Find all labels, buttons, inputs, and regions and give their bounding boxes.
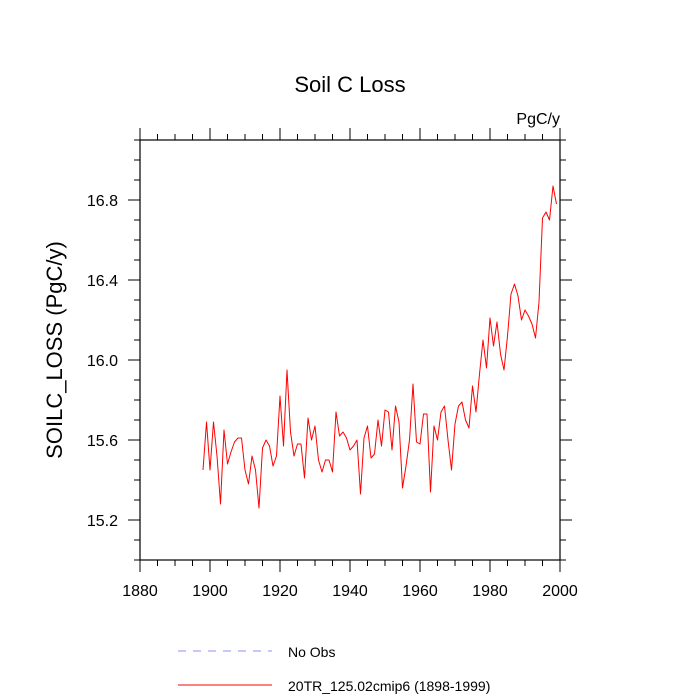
y-tick-label: 15.6 [87,433,118,450]
y-tick-labels: 15.2 15.6 16.0 16.4 16.8 [87,193,118,530]
chart-title: Soil C Loss [294,72,405,97]
y-tick-label: 16.0 [87,353,118,370]
y-tick-label: 15.2 [87,513,118,530]
units-label: PgC/y [516,111,560,128]
x-tick-label: 1960 [402,583,438,600]
series-layer [202,185,557,509]
x-tick-label: 1920 [262,583,298,600]
legend: No Obs 20TR_125.02cmip6 (1898-1999) [178,644,490,694]
y-axis-label: SOILC_LOSS (PgC/y) [42,241,67,459]
plot-frame [139,139,561,561]
x-tick-label: 1900 [192,583,228,600]
x-tick-label: 1880 [122,583,158,600]
x-tick-label: 1980 [472,583,508,600]
axis-ticks [128,128,572,572]
y-tick-label: 16.4 [87,273,118,290]
series-line [202,185,557,509]
legend-label-no-obs: No Obs [288,644,335,660]
x-tick-label: 2000 [542,583,578,600]
legend-label-series: 20TR_125.02cmip6 (1898-1999) [288,678,490,694]
x-tick-labels: 1880 1900 1920 1940 1960 1980 2000 [122,583,578,600]
x-tick-label: 1940 [332,583,368,600]
y-tick-label: 16.8 [87,193,118,210]
